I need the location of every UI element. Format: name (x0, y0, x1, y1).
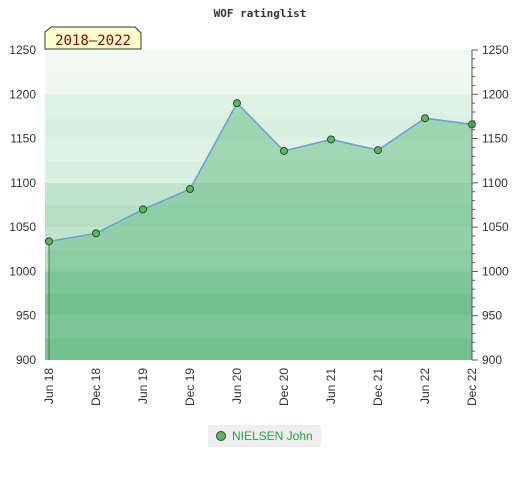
y-tick-label-right: 1250 (482, 43, 509, 57)
y-tick-label-left: 1000 (9, 264, 36, 278)
x-tick-label: Dec 20 (277, 368, 291, 406)
period-badge-shape (44, 26, 142, 50)
x-tick-label: Dec 21 (371, 368, 385, 406)
legend[interactable]: NIELSEN John (208, 425, 321, 447)
y-tick-label-left: 1150 (10, 132, 36, 146)
legend-marker-icon (216, 431, 226, 441)
x-tick-label: Jun 22 (418, 368, 432, 404)
period-badge-label: 2018–2022 (55, 33, 131, 49)
grid-band (45, 50, 472, 73)
data-point (186, 185, 194, 194)
grid-band (45, 94, 472, 117)
y-tick-label-right: 900 (482, 353, 502, 367)
x-tick-label: Jun 19 (136, 368, 150, 404)
grid-band (45, 72, 472, 95)
points-layer (45, 99, 476, 246)
right-y-axis: 900 950 1000 1050 1100 1150 1200 1250 (471, 43, 509, 367)
x-tick-label: Dec 22 (465, 368, 479, 406)
y-tick-label-left: 900 (16, 353, 36, 367)
x-tick-label: Dec 18 (89, 368, 103, 406)
data-point (92, 229, 100, 238)
x-axis: Jun 18 Dec 18 Jun 19 Dec 19 Jun 20 Dec 20 Jun … (42, 368, 479, 406)
y-tick-label-right: 1100 (482, 176, 508, 190)
x-tick-label: Jun 18 (42, 368, 56, 404)
series-area (49, 103, 472, 361)
series-line (48, 101, 473, 243)
x-tick-label: Jun 20 (230, 368, 244, 404)
data-point (280, 146, 288, 155)
chart-title: WOF ratinglist (214, 7, 307, 20)
x-tick-label: Jun 21 (324, 368, 338, 404)
data-point (45, 237, 53, 246)
y-tick-label-left: 1050 (9, 220, 36, 234)
legend-series-label: NIELSEN John (232, 429, 313, 443)
data-point (139, 205, 147, 214)
y-tick-label-left: 1250 (9, 43, 36, 57)
data-point (421, 114, 429, 123)
y-tick-label-left: 950 (16, 309, 36, 323)
y-tick-label-right: 1200 (482, 87, 509, 101)
data-point (327, 135, 335, 144)
y-tick-label-left: 1100 (10, 176, 36, 190)
data-point (233, 99, 241, 108)
y-tick-label-right: 1000 (482, 264, 509, 278)
data-point (374, 146, 382, 155)
x-tick-label: Dec 19 (183, 368, 197, 406)
y-tick-label-left: 1200 (9, 87, 36, 101)
area-layer (48, 103, 472, 361)
y-tick-label-right: 950 (482, 309, 502, 323)
period-badge: 2018–2022 (44, 26, 142, 50)
y-tick-label-right: 1150 (482, 132, 508, 146)
left-y-axis: 900 950 1000 1050 1100 1150 1200 1250 (9, 43, 36, 367)
line-layer (48, 101, 473, 243)
y-tick-label-right: 1050 (482, 220, 509, 234)
